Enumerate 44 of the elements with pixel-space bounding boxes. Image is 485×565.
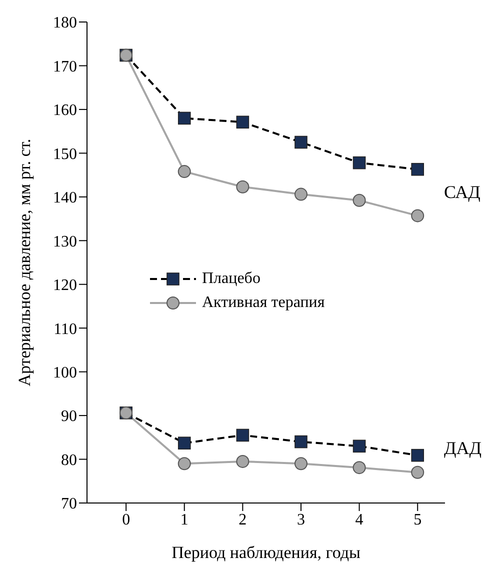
- x-tick-label: 3: [296, 511, 305, 528]
- annotation: ДАД: [444, 438, 482, 458]
- point: [294, 457, 308, 470]
- point: [294, 188, 308, 201]
- point: [411, 209, 424, 222]
- point: [352, 194, 366, 207]
- point: [411, 466, 424, 479]
- point: [236, 180, 250, 194]
- point: [411, 162, 424, 176]
- y-tick-label: 80: [61, 452, 77, 469]
- y-tick-label: 130: [53, 233, 77, 250]
- y-tick-label: 160: [53, 102, 77, 120]
- point: [236, 454, 250, 468]
- legend-label: Активная терапия: [202, 294, 325, 312]
- x-tick-label: 2: [238, 511, 247, 528]
- point: [178, 165, 191, 178]
- point: [294, 435, 308, 448]
- point: [236, 428, 250, 442]
- annotation: САД: [444, 182, 480, 202]
- point: [352, 461, 366, 474]
- point: [352, 440, 366, 453]
- point: [178, 112, 191, 125]
- y-tick-label: 90: [61, 408, 77, 426]
- y-tick-label: 120: [53, 277, 77, 294]
- point: [352, 156, 366, 170]
- point: [178, 457, 191, 470]
- y-tick-label: 150: [53, 146, 77, 163]
- y-tick-label: 170: [53, 58, 77, 76]
- y-tick-label: 110: [54, 320, 77, 338]
- y-tick-label: 140: [53, 190, 77, 207]
- point: [236, 116, 250, 129]
- y-axis-title: Артериальное давление, мм рт. ст.: [15, 138, 34, 386]
- x-tick-label: 4: [355, 511, 364, 528]
- point: [294, 136, 308, 149]
- y-tick-label: 180: [53, 14, 77, 32]
- x-axis-title: Период наблюдения, годы: [172, 543, 362, 562]
- legend-label: Плацебо: [202, 270, 260, 288]
- point: [411, 448, 424, 462]
- x-tick-label: 0: [122, 511, 130, 528]
- x-tick-label: 5: [414, 511, 422, 528]
- y-tick-label: 100: [53, 364, 77, 382]
- y-tick-label: 70: [61, 496, 77, 513]
- point: [178, 436, 191, 450]
- x-tick-label: 1: [180, 511, 188, 528]
